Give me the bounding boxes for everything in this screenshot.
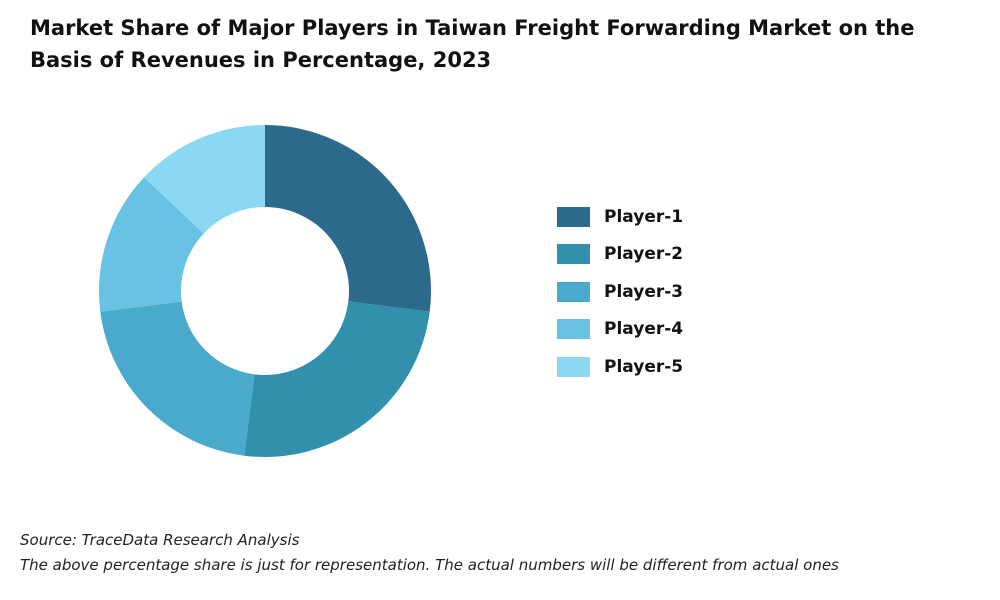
legend-label: Player-1 <box>604 206 684 227</box>
legend-swatch <box>557 244 590 265</box>
chart-title: Market Share of Major Players in Taiwan … <box>30 16 915 72</box>
legend-label: Player-5 <box>604 356 684 377</box>
legend-swatch <box>557 281 590 302</box>
donut-slice-player-1 <box>265 125 431 312</box>
donut-slice-player-4 <box>99 177 204 312</box>
legend-label: Player-2 <box>604 244 684 265</box>
legend-item-player-2: Player-2 <box>557 236 683 274</box>
disclaimer-note: The above percentage share is just for r… <box>20 556 839 574</box>
donut-slice-player-2 <box>244 301 430 457</box>
legend-swatch <box>557 206 590 227</box>
legend-item-player-4: Player-4 <box>557 311 683 349</box>
chart-legend: Player-1 Player-2 Player-3 Player-4 Player-5 <box>557 198 683 386</box>
donut-slice-player-3 <box>100 301 255 456</box>
legend-swatch <box>557 319 590 340</box>
legend-swatch <box>557 356 590 377</box>
donut-slice-player-5 <box>143 125 265 234</box>
legend-label: Player-3 <box>604 281 684 302</box>
legend-item-player-1: Player-1 <box>557 198 683 236</box>
legend-label: Player-4 <box>604 319 684 340</box>
chart-footer: Source: TraceData Research Analysis The … <box>20 528 839 578</box>
donut-slices <box>99 125 431 457</box>
legend-item-player-3: Player-3 <box>557 273 683 311</box>
source-note: Source: TraceData Research Analysis <box>20 531 300 549</box>
legend-item-player-5: Player-5 <box>557 348 683 386</box>
